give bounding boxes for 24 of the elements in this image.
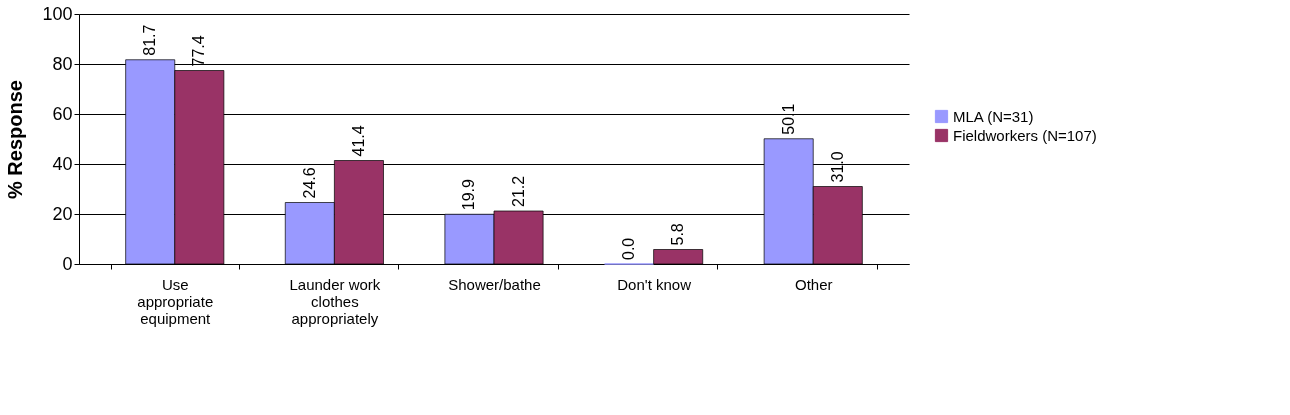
data-label: 21.2 <box>509 175 527 207</box>
data-label: 41.4 <box>349 125 367 157</box>
x-tick-label: Launder work clothes appropriately <box>289 275 381 327</box>
data-label: 19.9 <box>460 179 478 211</box>
data-label: 31.0 <box>828 151 846 183</box>
y-tick-label: 40 <box>52 153 73 174</box>
data-label: 77.4 <box>190 35 208 67</box>
y-tick-label: 60 <box>52 103 73 124</box>
y-tick-label: 80 <box>52 53 73 74</box>
y-tick-label: 100 <box>42 3 73 24</box>
data-label: 24.6 <box>300 167 318 199</box>
data-label: 81.7 <box>141 24 159 56</box>
data-label: 50.1 <box>779 103 797 135</box>
y-tick-label: 0 <box>62 253 73 274</box>
y-tick-label: 20 <box>52 203 73 224</box>
x-tick-label: Shower/bathe <box>448 275 541 293</box>
x-tick-label: Other <box>794 275 833 293</box>
x-tick-label: Don't know <box>617 275 692 293</box>
legend-label: MLA (N=31) <box>953 107 1034 125</box>
data-label: 0.0 <box>620 237 638 260</box>
data-label: 5.8 <box>669 223 687 246</box>
x-tick-label: Use appropriate equipment <box>137 275 214 327</box>
legend-label: Fieldworkers (N=107) <box>953 126 1097 144</box>
y-axis-title: % Response <box>4 80 27 199</box>
